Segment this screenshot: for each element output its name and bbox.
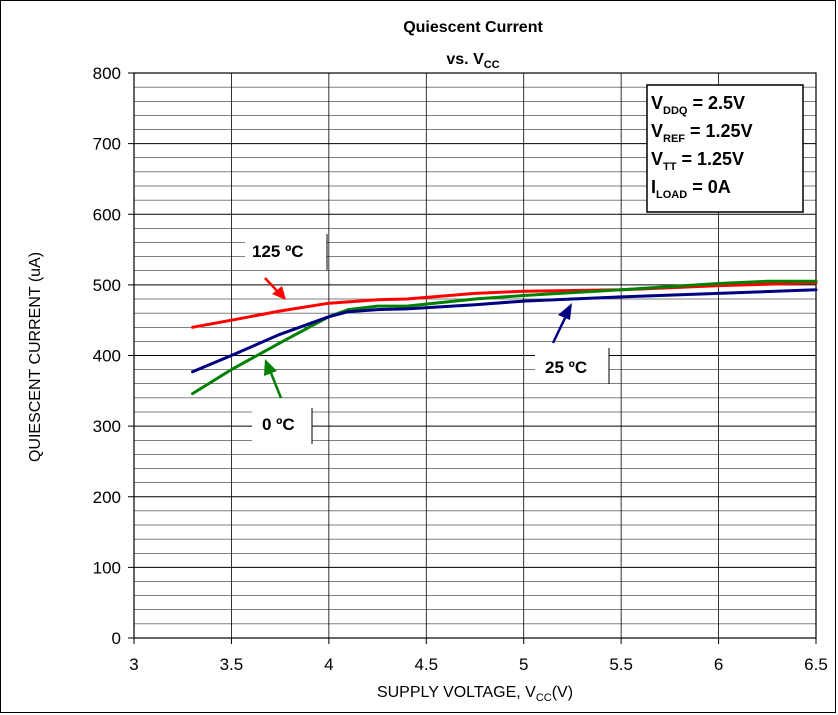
arrowhead-125c [272,286,286,300]
series-label-0c: 0 ºC [262,415,295,434]
series-label-125c: 125 ºC [252,242,304,261]
conditions-box [646,84,804,213]
y-tick-label: 800 [93,64,121,83]
y-tick-label: 700 [93,135,121,154]
condition-item: ILOAD = 0A [651,177,731,201]
condition-item: VREF = 1.25V [651,121,753,145]
label-box-25 [535,350,609,383]
label-box-0 [252,409,312,442]
x-tick-label: 3.5 [220,655,244,674]
y-tick-labels: 0 100 200 300 400 500 600 700 800 [93,64,121,648]
condition-item: VDDQ = 2.5V [651,93,745,117]
y-tick-label: 100 [93,558,121,577]
arrowhead-25c [558,303,572,320]
series-lines [191,279,818,396]
y-tick-label: 300 [93,417,121,436]
x-tick-labels: 3 3.5 4 4.5 5 5.5 6 6.5 [129,655,828,674]
arrow-0c [269,372,283,399]
y-tick-label: 500 [93,276,121,295]
series-line-125c [191,281,818,329]
arrow-25c [551,317,567,344]
x-tick-label: 4 [324,655,333,674]
y-axis-label: QUIESCENT CURRENT (uA) [27,252,44,462]
series-label-25c: 25 ºC [545,358,587,377]
condition-item: VTT = 1.25V [651,149,744,173]
conditions-list: VDDQ = 2.5V VREF = 1.25V VTT = 1.25V ILOAD … [651,93,753,201]
grid [134,73,816,638]
y-tick-label: 600 [93,205,121,224]
y-tick-label: 400 [93,347,121,366]
label-box-125 [245,236,327,269]
x-tick-label: 6 [714,655,723,674]
chart-title: Quiescent Current [403,19,543,36]
x-tick-label: 4.5 [414,655,438,674]
x-tick-label: 6.5 [804,655,828,674]
x-tick-label: 5.5 [609,655,633,674]
series-line-25c [191,288,818,374]
y-tick-label: 0 [112,629,121,648]
x-tick-label: 3 [129,655,138,674]
series-line-0c [191,279,818,396]
axis-ticks [128,72,817,644]
x-axis-label: SUPPLY VOLTAGE, VCC(V) [377,684,573,704]
arrowhead-0c [264,359,277,376]
x-tick-label: 5 [519,655,528,674]
y-tick-label: 200 [93,488,121,507]
chart-subtitle: vs. VCC [446,51,499,71]
